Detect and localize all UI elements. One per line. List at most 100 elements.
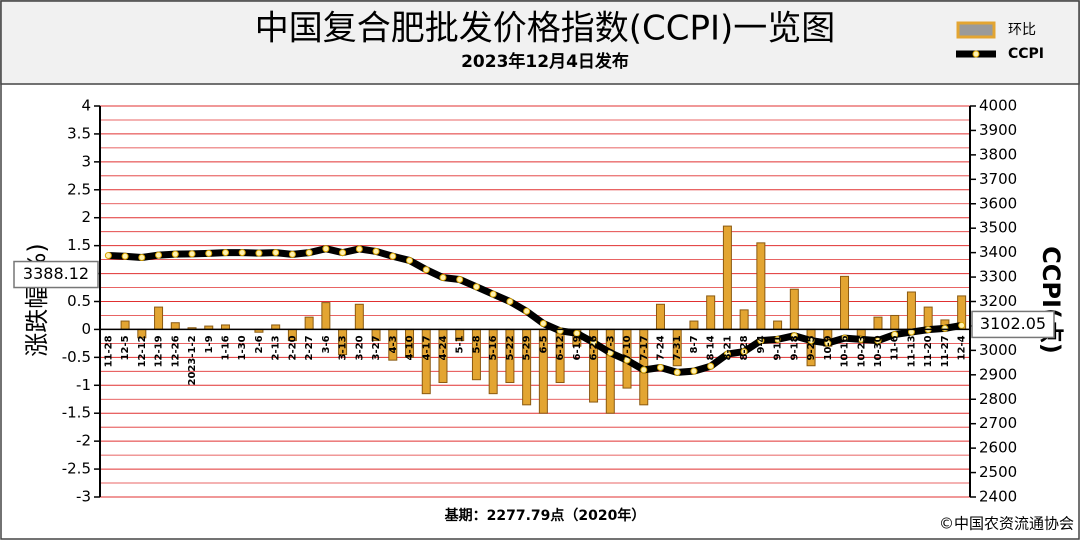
- line-dot: [439, 274, 447, 282]
- x-tick-label: 2-27: [304, 335, 315, 360]
- x-tick-label: 3-6: [321, 335, 332, 353]
- line-dot: [355, 245, 363, 253]
- line-dot: [339, 249, 347, 257]
- line-dot: [740, 348, 748, 356]
- source: ©中国农资流通协会: [939, 515, 1074, 533]
- x-tick-label: 5-8: [471, 335, 482, 353]
- line-dot: [322, 245, 330, 253]
- x-tick-label: 8-7: [689, 335, 700, 353]
- x-tick-label: 2-20: [287, 335, 298, 360]
- x-tick-label: 4-3: [388, 335, 399, 353]
- line-dot: [456, 276, 464, 284]
- line-dot: [389, 252, 397, 260]
- x-tick-label: 6-12: [555, 335, 566, 360]
- line-dot: [790, 332, 798, 340]
- line-dot: [138, 254, 146, 262]
- x-tick-label: 12-12: [137, 335, 148, 367]
- x-tick-label: 6-26: [589, 335, 600, 360]
- y-tick-label: 3: [81, 152, 91, 170]
- bar: [655, 303, 665, 330]
- y-tick-label: -1: [76, 376, 91, 394]
- bar: [689, 320, 699, 330]
- x-tick-label: 7-24: [655, 335, 666, 360]
- value-label: 3102.05: [980, 314, 1046, 333]
- bar: [840, 275, 850, 330]
- x-tick-label: 11-27: [940, 335, 951, 367]
- line-dot: [824, 339, 832, 347]
- header-band: [0, 0, 1080, 85]
- bar: [706, 295, 716, 330]
- line-dot: [807, 337, 815, 345]
- y2-tick-label: 2900: [979, 365, 1017, 383]
- x-tick-label: 12-5: [120, 335, 131, 360]
- x-tick-label: 9-4: [756, 335, 767, 353]
- line-dot: [623, 356, 631, 364]
- y-tick-label: -0.5: [62, 348, 91, 366]
- x-tick-label: 10-30: [873, 335, 884, 367]
- x-tick-label: 4-17: [421, 335, 432, 360]
- bar: [354, 303, 364, 330]
- bar: [789, 288, 799, 330]
- y2-tick-label: 3500: [979, 219, 1017, 237]
- x-tick-label: 10-23: [856, 335, 867, 367]
- y-tick-label: 4: [81, 97, 91, 115]
- x-tick-label: 12-26: [170, 335, 181, 367]
- y2-tick-label: 3000: [979, 341, 1017, 359]
- line-dot: [188, 250, 196, 258]
- line-dot: [707, 362, 715, 370]
- line-dot: [539, 319, 547, 327]
- y-tick-label: -2.5: [62, 460, 91, 478]
- x-tick-label: 3-13: [338, 335, 349, 360]
- line-dot: [104, 252, 112, 260]
- x-tick-label: 8-21: [722, 335, 733, 360]
- y-tick-label: 3.5: [67, 124, 91, 142]
- y-tick-label: -1.5: [62, 404, 91, 422]
- legend-label: CCPI: [1008, 46, 1044, 62]
- line-dot: [506, 298, 514, 305]
- x-tick-label: 5-22: [505, 335, 516, 360]
- bar: [756, 242, 766, 330]
- x-tick-label: 3-27: [371, 335, 382, 360]
- x-tick-label: 7-17: [639, 335, 650, 360]
- line-dot: [640, 366, 648, 374]
- line-dot: [941, 324, 949, 332]
- legend-swatch: [956, 21, 996, 39]
- line-dot: [406, 256, 414, 264]
- line-dot: [288, 250, 296, 258]
- x-tick-label: 7-10: [622, 335, 633, 360]
- x-tick-label: 11-28: [103, 335, 114, 367]
- x-tick-label: 3-20: [354, 335, 365, 360]
- line-dot: [155, 251, 163, 259]
- x-tick-label: 2-13: [271, 335, 282, 360]
- line-dot: [573, 329, 581, 337]
- line-dot: [472, 283, 480, 291]
- line-dot: [857, 335, 865, 343]
- y2-tick-label: 3900: [979, 121, 1017, 139]
- y2-tick-label: 2400: [979, 488, 1017, 506]
- y2-tick-label: 3200: [979, 292, 1017, 310]
- line-dot: [590, 339, 598, 347]
- line-dot: [221, 249, 229, 257]
- line-dot: [891, 330, 899, 338]
- y-tick-label: 2: [81, 208, 91, 226]
- x-tick-label: 6-19: [572, 335, 583, 360]
- y-tick-label: 0.5: [67, 292, 91, 310]
- y-tick-label: 0: [81, 320, 91, 338]
- line-dot: [958, 321, 966, 329]
- line-dot: [238, 249, 246, 257]
- footnote: 基期：2277.79点（2020年）: [445, 507, 646, 524]
- x-tick-label: 1-16: [220, 335, 231, 360]
- line-dot: [673, 368, 681, 376]
- line-dot: [841, 334, 849, 342]
- line-dot: [205, 249, 213, 257]
- x-tick-label: 1-30: [237, 335, 248, 360]
- y2-tick-label: 3800: [979, 145, 1017, 163]
- y2-tick-label: 3400: [979, 243, 1017, 261]
- x-tick-label: 8-14: [706, 335, 717, 360]
- line: [108, 245, 963, 376]
- line-dot: [489, 290, 497, 298]
- x-tick-label: 5-29: [522, 335, 533, 360]
- x-tick-label: 11-13: [906, 335, 917, 367]
